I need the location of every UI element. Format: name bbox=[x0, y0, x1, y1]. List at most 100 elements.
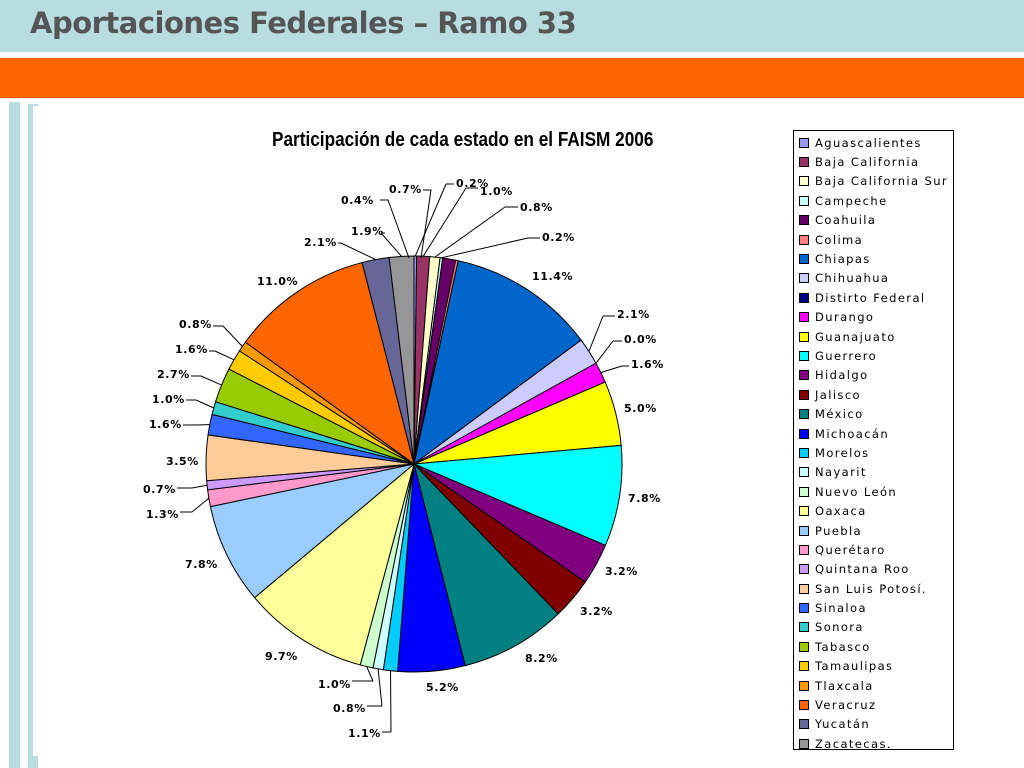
leader-line-yucatan bbox=[340, 242, 376, 261]
pie-slice-oaxaca bbox=[253, 462, 415, 666]
data-label-nuevo-leon: 1.0% bbox=[318, 678, 351, 691]
slide-title: Aportaciones Federales – Ramo 33 bbox=[30, 6, 577, 40]
legend-label: Coahuila bbox=[815, 213, 877, 228]
legend-item-tamaulipas: Tamaulipas bbox=[799, 657, 953, 676]
legend-swatch bbox=[799, 273, 809, 284]
left-decor-bar bbox=[9, 102, 20, 768]
legend-item-sinaloa: Sinaloa bbox=[799, 598, 953, 617]
legend-swatch bbox=[799, 292, 809, 303]
legend-item-yucatan: Yucatán bbox=[799, 715, 953, 734]
legend-label: Querétaro bbox=[815, 542, 886, 557]
leader-line-baja-california bbox=[422, 187, 467, 257]
data-label-chihuahua: 2.1% bbox=[617, 308, 650, 321]
legend-item-oaxaca: Oaxaca bbox=[799, 501, 953, 520]
legend-label: Distirto Federal bbox=[815, 290, 926, 305]
legend-swatch bbox=[799, 641, 809, 652]
leader-line-sonora bbox=[195, 399, 214, 409]
legend-swatch bbox=[799, 506, 809, 517]
legend-swatch bbox=[799, 603, 809, 614]
leader-line-tlaxcala bbox=[222, 325, 243, 347]
data-label-chiapas: 11.4% bbox=[532, 270, 573, 283]
legend-swatch bbox=[799, 622, 809, 633]
legend-label: Jalisco bbox=[815, 387, 861, 402]
legend-swatch bbox=[799, 564, 809, 575]
legend-label: Guanajuato bbox=[815, 329, 896, 344]
leader-line-tabasco bbox=[200, 375, 222, 386]
legend-label: Colima bbox=[815, 232, 864, 247]
legend-label: Chihuahua bbox=[815, 271, 890, 286]
legend-item-guerrero: Guerrero bbox=[799, 346, 953, 365]
legend-swatch bbox=[799, 583, 809, 594]
legend-label: Chiapas bbox=[815, 252, 871, 267]
legend-swatch bbox=[799, 370, 809, 381]
data-label-quintana-roo: 0.7% bbox=[143, 483, 176, 496]
data-label-san-luis-potosi: 3.5% bbox=[166, 455, 199, 468]
data-label-hidalgo: 3.2% bbox=[605, 565, 638, 578]
legend-label: Sinaloa bbox=[815, 601, 867, 616]
leader-line-quintana-roo bbox=[191, 484, 208, 489]
leader-line-tamaulipas bbox=[214, 350, 235, 361]
data-label-extra-1: 0.7% bbox=[389, 183, 422, 196]
data-label-tamaulipas: 1.6% bbox=[175, 343, 208, 356]
legend-swatch bbox=[799, 176, 809, 187]
data-label-campeche: 0.2% bbox=[542, 231, 575, 244]
leader-line-nayarit bbox=[377, 668, 383, 707]
data-label-durango: 1.6% bbox=[631, 358, 664, 371]
legend-swatch bbox=[799, 700, 809, 711]
legend-swatch bbox=[799, 215, 809, 226]
data-label-sinaloa: 1.6% bbox=[149, 418, 182, 431]
legend-item-coahuila: Coahuila bbox=[799, 211, 953, 230]
legend-item-jalisco: Jalisco bbox=[799, 385, 953, 404]
data-label-jalisco: 3.2% bbox=[580, 605, 613, 618]
legend-swatch bbox=[799, 331, 809, 342]
legend-swatch bbox=[799, 467, 809, 478]
legend-swatch bbox=[799, 486, 809, 497]
legend-item-mexico: México bbox=[799, 404, 953, 423]
legend-swatch bbox=[799, 544, 809, 555]
pie-chart: 0.2%1.0%0.8%0.2%11.4%2.1%0.0%1.6%5.0%7.8… bbox=[143, 177, 664, 740]
legend-swatch bbox=[799, 137, 809, 148]
data-label-veracruz: 11.0% bbox=[257, 275, 298, 288]
legend-item-nayarit: Nayarit bbox=[799, 463, 953, 482]
leader-line-distirto-federal bbox=[595, 340, 614, 364]
legend-item-campeche: Campeche bbox=[799, 191, 953, 210]
data-label-morelos: 1.1% bbox=[348, 727, 381, 740]
pie-slice-puebla bbox=[209, 463, 415, 599]
legend-swatch bbox=[799, 447, 809, 458]
legend-label: Baja California bbox=[815, 155, 920, 170]
legend-label: Nayarit bbox=[815, 465, 867, 480]
legend-label: Nuevo León bbox=[815, 484, 898, 499]
legend-label: Hidalgo bbox=[815, 368, 869, 383]
legend-swatch bbox=[799, 195, 809, 206]
legend-swatch bbox=[799, 234, 809, 245]
data-label-baja-california-sur: 0.8% bbox=[520, 201, 553, 214]
legend-label: México bbox=[815, 407, 864, 422]
legend-label: Michoacán bbox=[815, 426, 890, 441]
legend-item-san-luis-potosi: San Luis Potosí. bbox=[799, 579, 953, 598]
data-label-extra-0: 0.4% bbox=[341, 194, 374, 207]
legend-label: Veracruz bbox=[815, 698, 877, 713]
legend-item-aguascalientes: Aguascalientes bbox=[799, 133, 953, 152]
legend-item-chihuahua: Chihuahua bbox=[799, 269, 953, 288]
pie-slice-chiapas bbox=[413, 260, 582, 466]
leader-line-extra-1 bbox=[420, 189, 432, 259]
legend-swatch bbox=[799, 409, 809, 420]
legend-label: Sonora bbox=[815, 620, 864, 635]
leader-line-campeche bbox=[441, 237, 529, 259]
leader-line-durango bbox=[600, 365, 623, 373]
legend-swatch bbox=[799, 350, 809, 361]
data-label-michoacan: 5.2% bbox=[426, 681, 459, 694]
data-label-guerrero: 7.8% bbox=[628, 492, 661, 505]
legend-label: Zacatecas. bbox=[815, 736, 892, 751]
legend-label: Quintana Roo bbox=[815, 562, 910, 577]
pie-slice-guerrero bbox=[413, 444, 623, 546]
leader-line-zacatecas bbox=[380, 232, 402, 257]
legend-label: San Luis Potosí. bbox=[815, 581, 927, 596]
legend-swatch bbox=[799, 661, 809, 672]
data-label-mexico: 8.2% bbox=[525, 652, 558, 665]
legend-swatch bbox=[799, 428, 809, 439]
legend-label: Oaxaca bbox=[815, 504, 867, 519]
legend-item-nuevo-leon: Nuevo León bbox=[799, 482, 953, 501]
data-label-tabasco: 2.7% bbox=[157, 368, 190, 381]
legend-label: Durango bbox=[815, 310, 875, 325]
